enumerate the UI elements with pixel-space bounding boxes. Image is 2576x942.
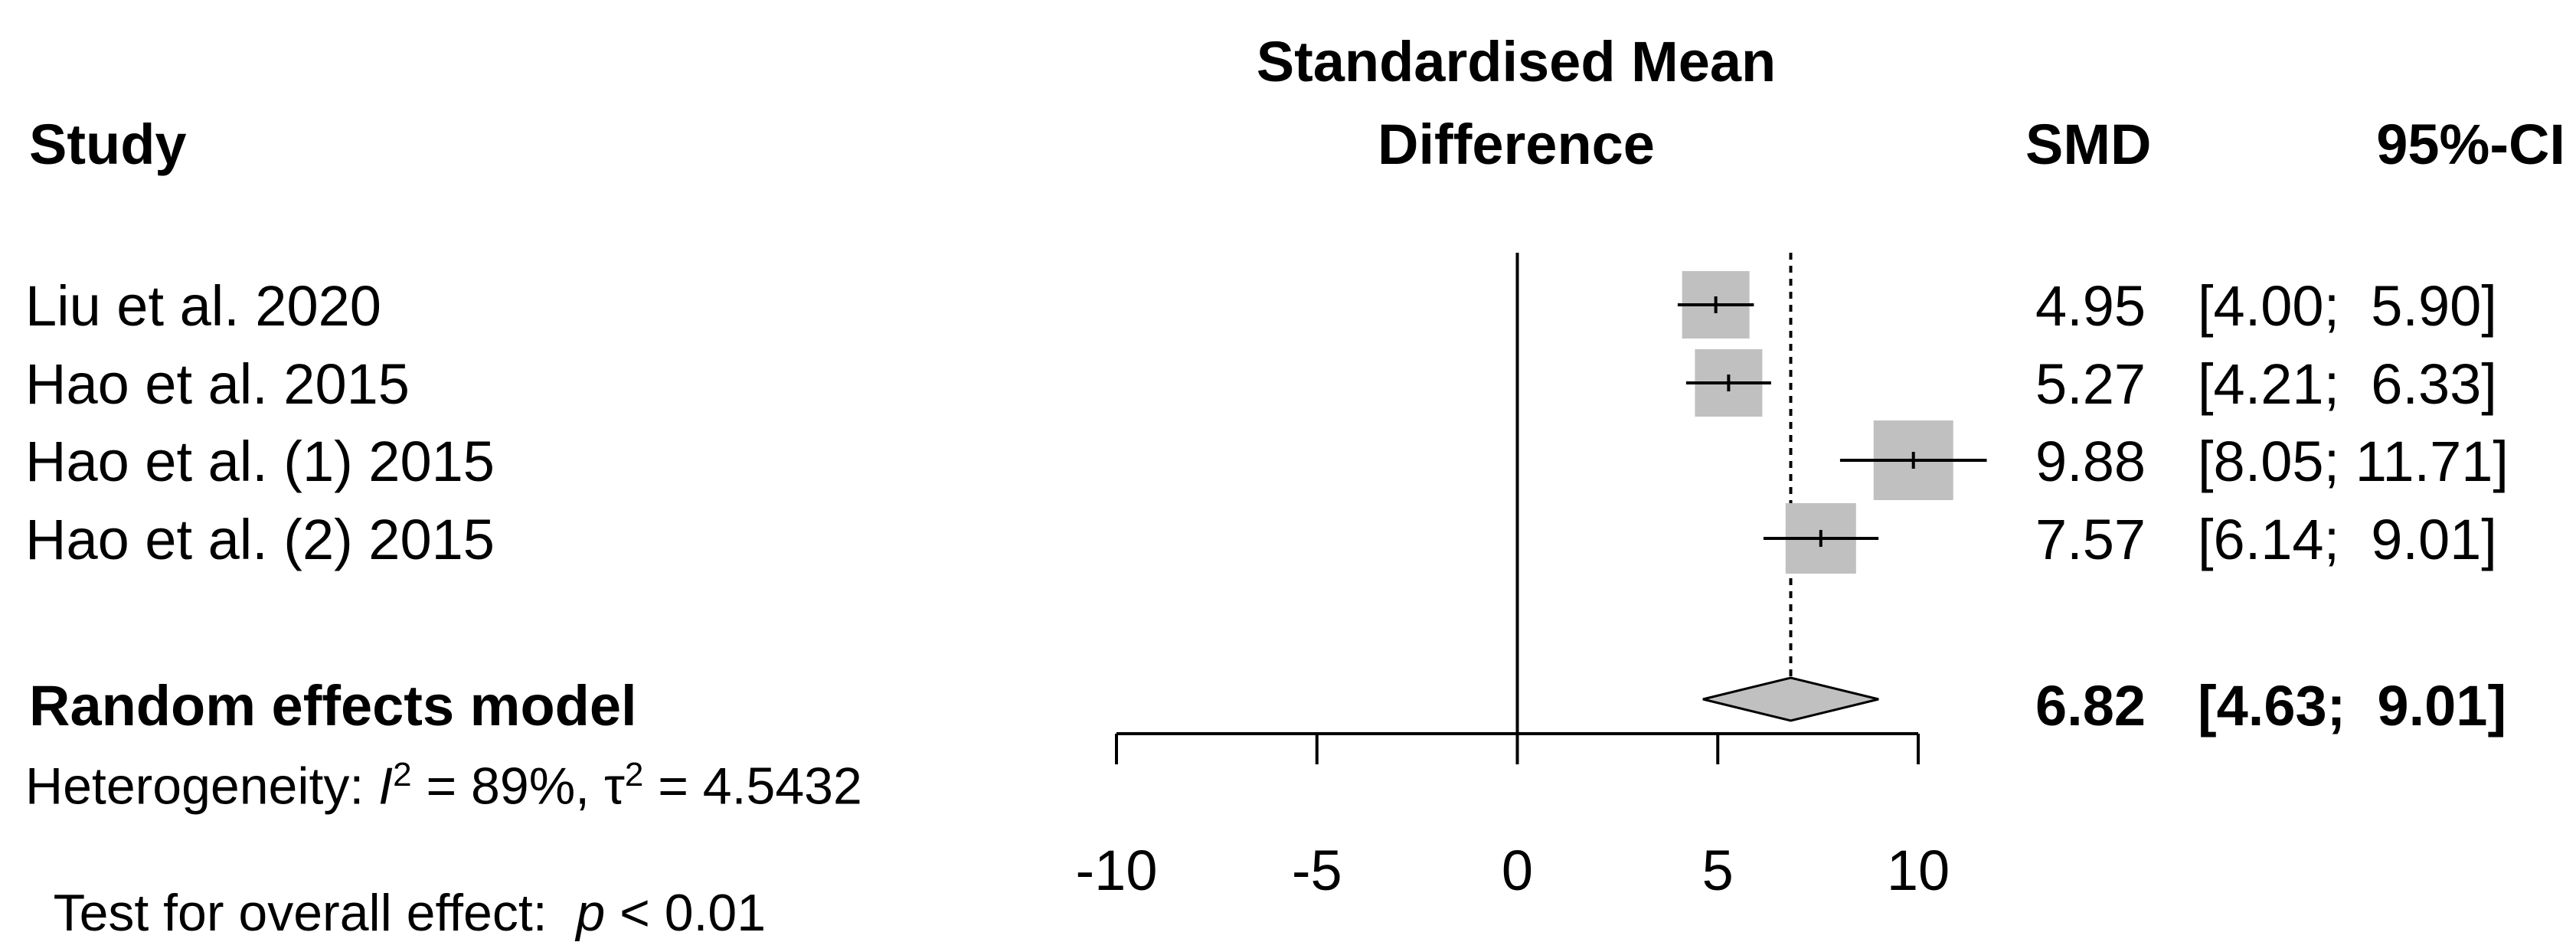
x-tick-label: 5 (1702, 839, 1734, 902)
x-tick-label: 10 (1887, 839, 1950, 902)
heterogeneity-prefix: Heterogeneity: (25, 757, 379, 816)
effect-title-line2: Difference (1378, 113, 1655, 176)
effect-title-line1: Standardised Mean (1256, 30, 1777, 93)
study-smd: 7.57 (2035, 508, 2146, 571)
study-smd: 4.95 (2035, 274, 2146, 338)
model-smd: 6.82 (2035, 674, 2146, 738)
study-column-header: Study (29, 113, 187, 176)
model-label: Random effects model (29, 674, 637, 738)
summary-diamond (1702, 676, 1879, 722)
study-label: Hao et al. 2015 (25, 352, 410, 416)
x-tick-label: 0 (1502, 839, 1533, 902)
tau-superscript: 2 (624, 756, 644, 793)
x-tick-label: -10 (1076, 839, 1158, 902)
smd-column-header: SMD (2025, 113, 2152, 176)
ci-column-header: 95%-CI (2376, 113, 2565, 176)
forest-plot: -10 -5 0 5 10 (1076, 253, 1987, 902)
study-smd: 9.88 (2035, 430, 2146, 493)
study-label: Liu et al. 2020 (25, 274, 381, 338)
i2-superscript: 2 (393, 756, 412, 793)
study-label: Hao et al. (1) 2015 (25, 430, 495, 493)
heterogeneity-text: Heterogeneity: I2 = 89%, τ2 = 4.5432 (25, 758, 862, 813)
study-ci: [8.05; 11.71] (2198, 430, 2509, 493)
x-tick-label: -5 (1292, 839, 1342, 902)
study-label: Hao et al. (2) 2015 (25, 508, 495, 571)
tau-value: = 4.5432 (643, 757, 862, 816)
i2-symbol: I (378, 757, 394, 816)
study-ci: [4.21; 6.33] (2198, 352, 2497, 416)
tau-symbol: τ (603, 757, 625, 816)
study-ci: [6.14; 9.01] (2198, 508, 2497, 571)
i2-value: = 89%, (411, 757, 604, 816)
model-ci: [4.63; 9.01] (2198, 674, 2507, 738)
study-smd: 5.27 (2035, 352, 2146, 416)
study-ci: [4.00; 5.90] (2198, 274, 2497, 338)
